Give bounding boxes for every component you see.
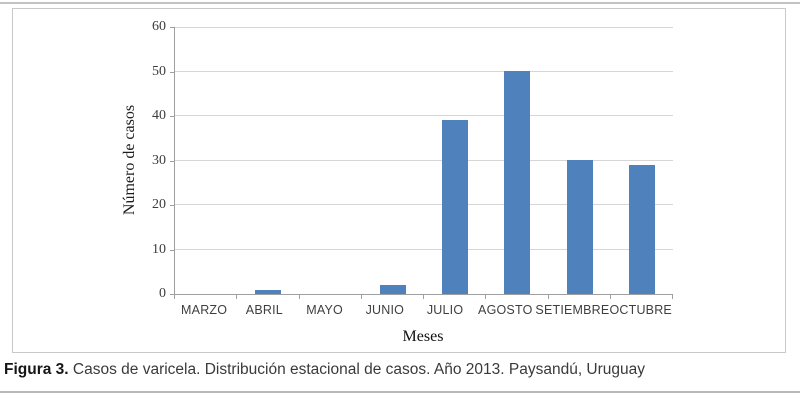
gridline	[175, 160, 673, 161]
gridline	[175, 71, 673, 72]
bar	[442, 120, 469, 294]
y-tick-label: 30	[152, 152, 166, 168]
x-tick-mark	[236, 295, 237, 299]
x-tick-mark	[548, 295, 549, 299]
gridline	[175, 249, 673, 250]
gridline	[175, 27, 673, 28]
x-axis-label: JUNIO	[365, 303, 405, 317]
x-tick-mark	[423, 295, 424, 299]
x-axis-label: SETIEMBRE	[535, 303, 610, 317]
x-tick-mark	[299, 295, 300, 299]
x-tick-mark	[174, 295, 175, 299]
x-axis-label: MAYO	[306, 303, 343, 317]
bar-cell	[549, 27, 611, 294]
bar	[504, 71, 531, 294]
y-tick-label: 0	[159, 286, 166, 301]
bottom-divider	[0, 391, 800, 393]
y-tick-label: 50	[152, 63, 166, 79]
gridline	[175, 204, 673, 205]
bar	[379, 285, 406, 294]
x-axis-label: ABRIL	[245, 303, 283, 317]
caption-text: Casos de varicela. Distribución estacion…	[68, 361, 646, 378]
y-tick-mark	[170, 250, 174, 251]
y-tick-label: 60	[152, 19, 166, 34]
x-axis-label: OCTUBRE	[609, 303, 672, 317]
x-tick-mark	[485, 295, 486, 299]
y-tick-label: 10	[152, 241, 166, 257]
x-axis-labels: MARZO ABRIL MAYO JUNIO JULIO AGOSTO SETIEMBRE O…	[174, 303, 672, 317]
y-tick-mark	[170, 72, 174, 73]
bar-cell	[300, 27, 362, 294]
bar-cell	[362, 27, 424, 294]
x-axis-label: AGOSTO	[478, 303, 533, 317]
top-divider	[0, 2, 800, 4]
y-tick-mark	[170, 27, 174, 28]
gridline	[175, 115, 673, 116]
bar-cell	[424, 27, 486, 294]
x-axis-title: Meses	[402, 328, 444, 345]
caption-label: Figura 3.	[4, 361, 69, 378]
x-tick-mark	[361, 295, 362, 299]
bar	[566, 160, 593, 294]
bars-container	[175, 27, 673, 294]
y-tick-label: 40	[152, 108, 166, 123]
y-tick-label: 20	[152, 197, 166, 212]
plot-area	[174, 27, 673, 295]
x-tick-mark	[610, 295, 611, 299]
bar	[255, 290, 282, 294]
y-tick-mark	[170, 116, 174, 117]
y-tick-mark	[170, 161, 174, 162]
bar-cell	[175, 27, 237, 294]
y-tick-mark	[170, 205, 174, 206]
figure-box: Número de casos MARZO ABRIL MAYO JUNIO JULIO…	[12, 8, 786, 353]
bar	[628, 165, 655, 294]
x-axis-label: JULIO	[426, 303, 464, 317]
figure-caption: Figura 3. Casos de varicela. Distribució…	[4, 360, 796, 380]
bar-cell	[611, 27, 673, 294]
bar-cell	[237, 27, 299, 294]
x-tick-mark	[672, 295, 673, 299]
bar-cell	[486, 27, 548, 294]
chart-area: Número de casos MARZO ABRIL MAYO JUNIO JULIO…	[13, 9, 785, 352]
x-axis-label: MARZO	[181, 303, 228, 317]
y-tick-mark	[170, 294, 174, 295]
